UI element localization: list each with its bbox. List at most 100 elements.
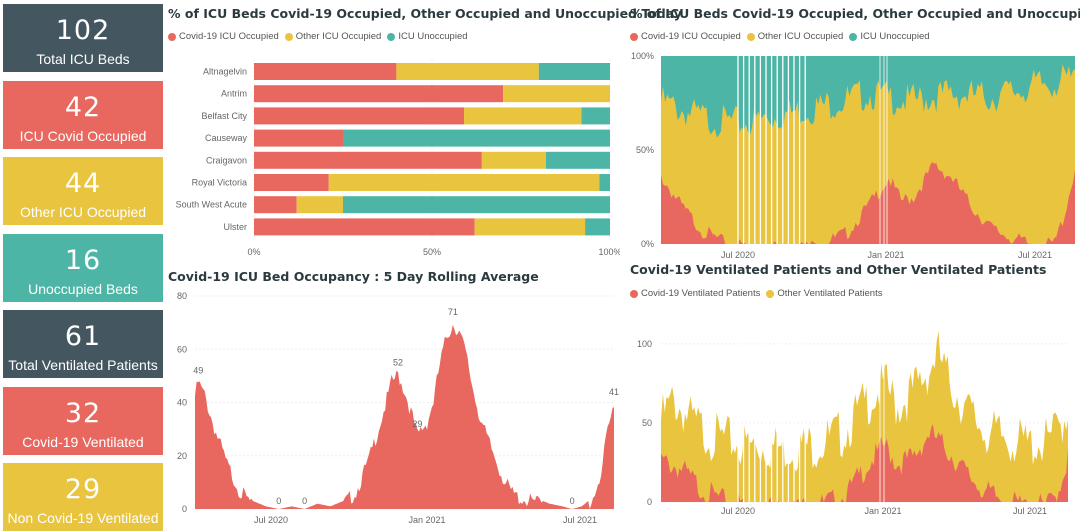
kpi-value: 61	[64, 321, 102, 352]
y-tick-label: 60	[177, 344, 187, 354]
bar-segment	[254, 151, 482, 169]
kpi-label: Other ICU Occupied	[19, 204, 147, 220]
category-label: Belfast City	[201, 111, 247, 121]
bar-segment	[585, 218, 610, 236]
y-tick-label: 100	[637, 339, 652, 349]
x-tick-label: Jul 2021	[563, 515, 597, 525]
legend-label: Covid-19 ICU Occupied	[179, 31, 279, 42]
legend-label: Covid-19 ICU Occupied	[641, 31, 741, 42]
legend-item-unoccupied[interactable]: ICU Unoccupied	[849, 31, 930, 42]
legend-dot	[630, 32, 638, 41]
data-label: 0	[302, 496, 307, 506]
kpi-card[interactable]: 32 Covid-19 Ventilated	[3, 386, 163, 455]
category-label: Ulster	[223, 222, 247, 232]
legend-item-unoccupied[interactable]: ICU Unoccupied	[387, 31, 468, 42]
data-label: 71	[448, 307, 458, 317]
legend-item-other-ventilated[interactable]: Other Ventilated Patients	[766, 288, 882, 299]
y-tick-label: 0%	[641, 239, 654, 249]
bar-segment	[396, 63, 539, 80]
bar-segment	[254, 196, 297, 214]
rolling-average-area-chart[interactable]: 0 20 40 60 80 49 0 0 52 29 71 0 41 Jul 2020 Jan 2021 Ju…	[165, 288, 620, 528]
kpi-label: Non Covid-19 Ventilated	[7, 510, 159, 526]
x-tick-label: Jan 2021	[408, 515, 445, 525]
y-tick-label: 20	[177, 451, 187, 461]
legend-label: ICU Unoccupied	[398, 31, 468, 42]
legend-label: Other ICU Occupied	[295, 31, 382, 42]
bar-segment	[296, 196, 343, 214]
ventilated-stacked-area-chart[interactable]: 0 50 100 Jul 2020 Jan 2021 Jul 2021	[628, 320, 1078, 528]
x-tick-label: 100%	[598, 247, 620, 257]
hospital-stacked-bar-chart[interactable]: 0% 50% 100% Altnagelvin Antrim Belfast City Ca…	[165, 55, 620, 265]
covid-area	[661, 162, 1075, 244]
chart1-title: % of ICU Beds Covid-19 Occupied, Other O…	[168, 6, 682, 21]
chart1-legend[interactable]: Covid-19 ICU Occupied Other ICU Occupied…	[168, 31, 474, 42]
covid-ventilated-area	[661, 424, 1068, 502]
x-tick-label: Jan 2021	[864, 506, 901, 516]
bar-segment	[254, 218, 475, 236]
legend-dot	[630, 289, 638, 298]
chart4-title: Covid-19 Ventilated Patients and Other V…	[630, 262, 1047, 277]
x-tick-label: Jul 2021	[1018, 250, 1052, 260]
data-label: 52	[393, 358, 403, 368]
category-label: Altnagelvin	[203, 67, 247, 77]
icu-percent-area-chart[interactable]: 0% 50% 100% Jul 2020 Jan 2021 Jul 2021	[628, 48, 1078, 264]
legend-dot	[746, 32, 755, 41]
other-ventilated-area	[661, 331, 1068, 502]
x-tick-label: Jan 2021	[867, 250, 904, 260]
bar-segment	[599, 174, 610, 191]
kpi-card[interactable]: 29 Non Covid-19 Ventilated	[3, 463, 163, 531]
data-label: 0	[570, 496, 575, 506]
data-label: 29	[412, 419, 422, 429]
bar-segment	[503, 85, 610, 103]
kpi-label: ICU Covid Occupied	[19, 127, 147, 144]
bar-segment	[254, 85, 504, 103]
kpi-value: 16	[64, 244, 102, 276]
legend-item-covid[interactable]: Covid-19 ICU Occupied	[168, 31, 279, 42]
bar-segment	[254, 63, 397, 80]
bar-segment	[545, 151, 610, 169]
kpi-card[interactable]: 16 Unoccupied Beds	[3, 233, 163, 302]
data-label: 0	[276, 496, 281, 506]
bar-segment	[328, 174, 600, 191]
legend-dot	[766, 289, 775, 298]
y-tick-label: 100%	[631, 51, 654, 61]
legend-item-covid[interactable]: Covid-19 ICU Occupied	[630, 31, 741, 42]
y-tick-label: 0	[647, 497, 652, 507]
bar-segment	[538, 63, 610, 80]
y-tick-label: 50	[642, 418, 652, 428]
kpi-value: 44	[64, 168, 102, 199]
legend-item-other[interactable]: Other ICU Occupied	[746, 31, 844, 42]
legend-item-covid-ventilated[interactable]: Covid-19 Ventilated Patients	[630, 288, 760, 299]
category-label: Causeway	[205, 133, 248, 143]
y-tick-label: 50%	[636, 145, 654, 155]
bar-segment	[481, 151, 546, 169]
legend-label: Other ICU Occupied	[757, 31, 844, 42]
legend-label: ICU Unoccupied	[860, 31, 930, 42]
kpi-label: Total ICU Beds	[36, 51, 130, 67]
chart2-legend[interactable]: Covid-19 ICU Occupied Other ICU Occupied…	[630, 31, 936, 42]
legend-label: Covid-19 Ventilated Patients	[641, 288, 761, 299]
kpi-label: Covid-19 Ventilated	[22, 433, 144, 450]
bar-segment	[343, 196, 610, 214]
data-label: 49	[193, 366, 203, 376]
legend-dot	[849, 32, 858, 41]
kpi-label: Total Ventilated Patients	[8, 357, 158, 373]
legend-item-other[interactable]: Other ICU Occupied	[284, 31, 382, 42]
category-label: Royal Victoria	[192, 178, 247, 188]
kpi-card[interactable]: 42 ICU Covid Occupied	[3, 80, 163, 149]
x-tick-label: Jul 2021	[1013, 506, 1047, 516]
legend-dot	[284, 32, 293, 41]
data-label: 41	[609, 387, 619, 397]
bar-segment	[581, 107, 610, 125]
kpi-card[interactable]: 44 Other ICU Occupied	[3, 157, 163, 225]
chart4-legend[interactable]: Covid-19 Ventilated Patients Other Venti…	[630, 288, 888, 299]
legend-label: Other Ventilated Patients	[777, 288, 883, 299]
y-tick-label: 0	[182, 504, 187, 514]
kpi-card[interactable]: 102 Total ICU Beds	[3, 4, 163, 72]
chart3-title: Covid-19 ICU Bed Occupancy : 5 Day Rolli…	[168, 269, 539, 284]
bar-segment	[464, 107, 582, 125]
kpi-card[interactable]: 61 Total Ventilated Patients	[3, 310, 163, 378]
kpi-value: 42	[64, 91, 102, 123]
bar-segment	[254, 107, 465, 125]
category-label: Craigavon	[206, 155, 247, 165]
